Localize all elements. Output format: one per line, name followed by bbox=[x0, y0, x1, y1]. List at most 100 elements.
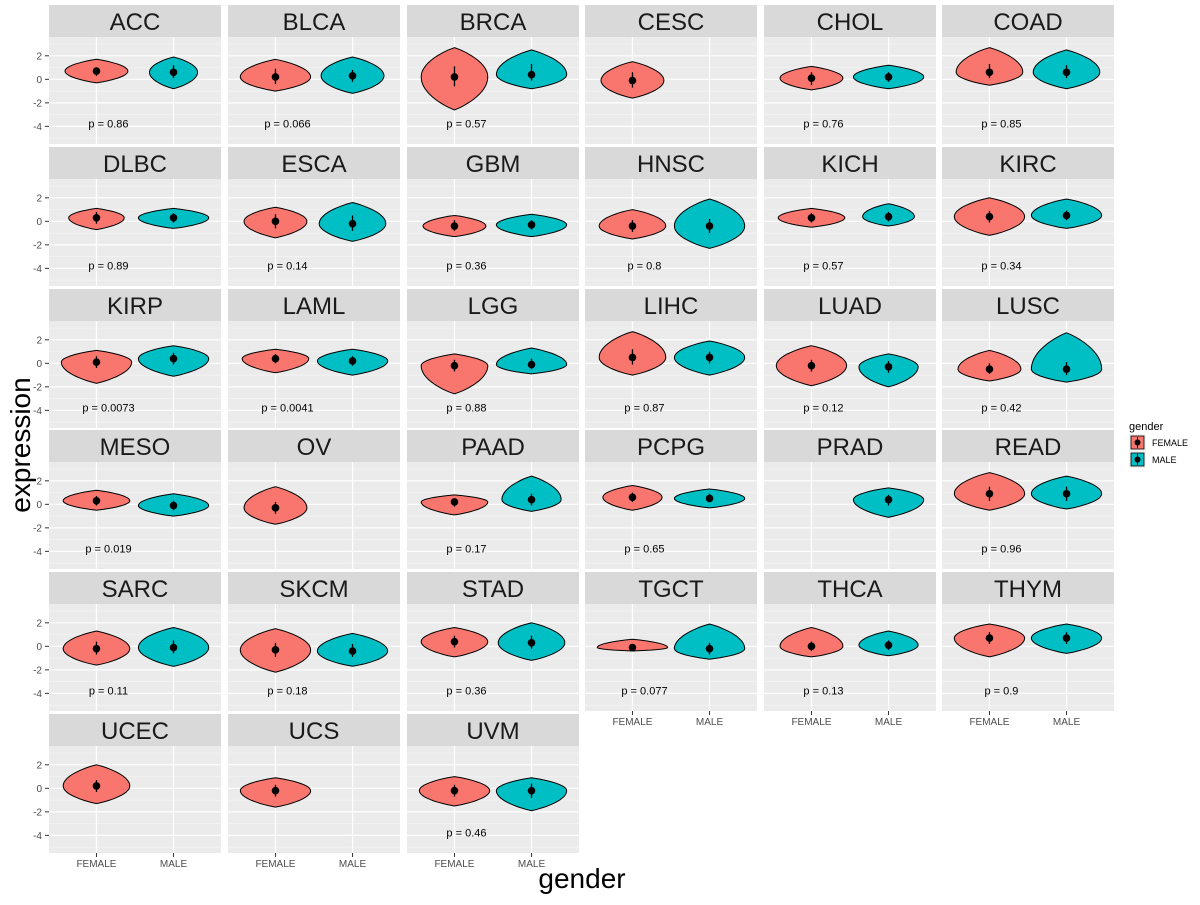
facet-panel-blca: BLCA p = 0.066 bbox=[228, 5, 400, 144]
facet-strip bbox=[228, 289, 400, 321]
p-value-label: p = 0.077 bbox=[621, 686, 667, 698]
median-point-female bbox=[807, 361, 816, 370]
y-tick-label: -2 bbox=[33, 240, 42, 251]
legend-key-point bbox=[1134, 439, 1141, 446]
facet-title: THCA bbox=[817, 576, 882, 603]
p-value-label: p = 0.65 bbox=[624, 544, 664, 556]
median-point-female bbox=[450, 222, 459, 230]
median-point-female bbox=[628, 643, 637, 652]
facet-strip bbox=[407, 714, 579, 746]
facet-strip bbox=[585, 572, 757, 604]
panel-background bbox=[228, 321, 400, 428]
median-point-female bbox=[985, 212, 994, 221]
facet-title: MESO bbox=[100, 434, 171, 461]
facet-title: PRAD bbox=[817, 434, 884, 461]
median-point-female bbox=[628, 222, 637, 230]
y-tick-label: -4 bbox=[33, 406, 42, 417]
panel-background bbox=[942, 604, 1114, 711]
p-value-label: p = 0.86 bbox=[88, 119, 128, 131]
median-point-female bbox=[807, 642, 816, 651]
median-point-female bbox=[92, 214, 101, 222]
facet-panel-coad: COAD p = 0.85 bbox=[942, 5, 1114, 144]
y-axis-title: expression bbox=[5, 377, 36, 512]
median-point-male bbox=[348, 647, 357, 655]
facet-title: ESCA bbox=[281, 151, 346, 178]
y-tick-label: -4 bbox=[33, 122, 42, 133]
median-point-female bbox=[92, 358, 101, 366]
facet-panel-meso: MESO 2 0 -2 -4 p = 0.019 bbox=[33, 430, 221, 569]
median-point-male bbox=[348, 219, 357, 228]
p-value-label: p = 0.13 bbox=[803, 686, 843, 698]
facet-title: BRCA bbox=[460, 9, 527, 36]
median-point-female bbox=[985, 489, 994, 498]
p-value-label: p = 0.17 bbox=[446, 544, 486, 556]
p-value-label: p = 0.0073 bbox=[82, 403, 134, 415]
median-point-female bbox=[450, 361, 459, 370]
legend-label: MALE bbox=[1152, 455, 1177, 465]
facet-panel-brca: BRCA p = 0.57 bbox=[407, 5, 579, 144]
facet-title: STAD bbox=[462, 576, 524, 603]
facet-panel-ucec: UCEC 2 0 -2 -4 FEMALE MALE bbox=[33, 714, 221, 870]
facet-title: CESC bbox=[638, 9, 705, 36]
median-point-female bbox=[92, 782, 101, 790]
y-tick-label: 2 bbox=[36, 51, 42, 62]
median-point-female bbox=[92, 644, 101, 653]
facet-title: SARC bbox=[102, 576, 169, 603]
facet-strip bbox=[228, 572, 400, 604]
facet-strip bbox=[942, 572, 1114, 604]
facet-panel-thca: THCA p = 0.13 FEMALE MALE bbox=[764, 572, 936, 728]
median-point-female bbox=[92, 67, 101, 75]
facet-title: SKCM bbox=[279, 576, 348, 603]
facet-panel-kich: KICH p = 0.57 bbox=[764, 147, 936, 286]
y-tick-label: 0 bbox=[36, 784, 42, 795]
facet-title: PCPG bbox=[637, 434, 705, 461]
median-point-female bbox=[450, 73, 459, 81]
legend: gender FEMALE MALE bbox=[1129, 421, 1188, 468]
p-value-label: p = 0.9 bbox=[984, 686, 1018, 698]
panel-background bbox=[764, 604, 936, 711]
facet-title: BLCA bbox=[283, 9, 346, 36]
median-point-female bbox=[450, 498, 459, 506]
facet-panel-kirc: KIRC p = 0.34 bbox=[942, 147, 1114, 286]
y-tick-label: 2 bbox=[36, 335, 42, 346]
y-tick-label: 2 bbox=[36, 760, 42, 771]
median-point-male bbox=[348, 72, 357, 80]
y-tick-label: 0 bbox=[36, 359, 42, 370]
facet-strip bbox=[407, 572, 579, 604]
facet-title: UCS bbox=[289, 718, 340, 745]
median-point-male bbox=[884, 73, 893, 81]
facet-title: HNSC bbox=[637, 151, 705, 178]
x-tick-label: MALE bbox=[696, 717, 724, 728]
y-tick-label: -2 bbox=[33, 382, 42, 393]
median-point-male bbox=[1062, 365, 1071, 374]
median-point-male bbox=[169, 214, 178, 222]
p-value-label: p = 0.8 bbox=[627, 261, 661, 273]
facet-title: DLBC bbox=[103, 151, 167, 178]
median-point-male bbox=[169, 354, 178, 363]
p-value-label: p = 0.46 bbox=[446, 828, 486, 840]
facet-panel-skcm: SKCM p = 0.18 bbox=[228, 572, 400, 711]
facet-strip bbox=[585, 147, 757, 179]
p-value-label: p = 0.019 bbox=[85, 544, 131, 556]
facet-title: UCEC bbox=[101, 718, 169, 745]
facet-strip bbox=[49, 5, 221, 37]
x-tick-label: FEMALE bbox=[612, 717, 652, 728]
x-tick-label: MALE bbox=[339, 859, 367, 870]
legend-title: gender bbox=[1129, 421, 1164, 433]
panel-background bbox=[49, 462, 221, 569]
facet-panel-paad: PAAD p = 0.17 bbox=[407, 430, 579, 569]
y-tick-label: 2 bbox=[36, 476, 42, 487]
median-point-female bbox=[271, 504, 280, 512]
facet-strip bbox=[49, 572, 221, 604]
median-point-male bbox=[705, 644, 714, 653]
facet-panel-prad: PRAD bbox=[764, 430, 936, 569]
panel-background bbox=[228, 37, 400, 144]
p-value-label: p = 0.36 bbox=[446, 686, 486, 698]
legend-key-point bbox=[1134, 456, 1141, 463]
panel-background bbox=[942, 462, 1114, 569]
panel-background bbox=[407, 462, 579, 569]
x-tick-label: FEMALE bbox=[255, 859, 295, 870]
facet-title: UVM bbox=[466, 718, 519, 745]
facet-panel-laml: LAML p = 0.0041 bbox=[228, 289, 400, 428]
